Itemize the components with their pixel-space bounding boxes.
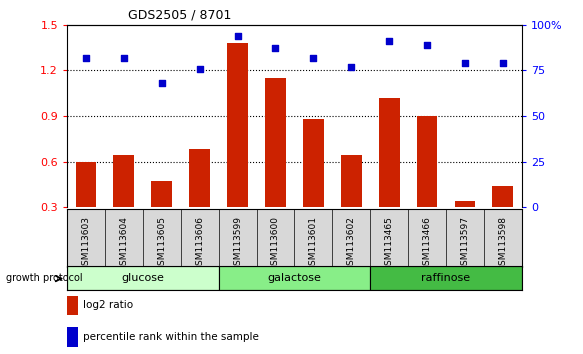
Bar bbox=[370, 266, 522, 290]
Text: GSM113603: GSM113603 bbox=[82, 216, 90, 271]
Bar bbox=[341, 155, 361, 207]
Bar bbox=[455, 201, 475, 207]
Bar bbox=[265, 78, 286, 207]
Text: GDS2505 / 8701: GDS2505 / 8701 bbox=[128, 9, 231, 22]
Bar bbox=[417, 116, 437, 207]
Point bbox=[119, 55, 128, 61]
Text: GSM113602: GSM113602 bbox=[347, 216, 356, 271]
Text: growth protocol: growth protocol bbox=[6, 273, 82, 283]
Text: GSM113605: GSM113605 bbox=[157, 216, 166, 271]
Bar bbox=[219, 266, 370, 290]
Text: GSM113604: GSM113604 bbox=[120, 216, 128, 271]
Point bbox=[346, 64, 356, 69]
Text: galactose: galactose bbox=[268, 273, 321, 283]
Text: GSM113601: GSM113601 bbox=[309, 216, 318, 271]
Bar bbox=[114, 155, 134, 207]
Point bbox=[157, 80, 167, 86]
Point bbox=[308, 55, 318, 61]
Bar bbox=[152, 181, 172, 207]
Point bbox=[233, 33, 243, 39]
Point bbox=[498, 60, 507, 66]
Point bbox=[460, 60, 469, 66]
Text: log2 ratio: log2 ratio bbox=[83, 300, 134, 310]
Point bbox=[385, 38, 394, 44]
Text: GSM113466: GSM113466 bbox=[423, 216, 431, 271]
Bar bbox=[67, 266, 219, 290]
Text: GSM113597: GSM113597 bbox=[461, 216, 469, 271]
Bar bbox=[227, 43, 248, 207]
Point bbox=[271, 46, 280, 51]
Bar bbox=[493, 186, 513, 207]
Text: glucose: glucose bbox=[121, 273, 164, 283]
Text: GSM113598: GSM113598 bbox=[498, 216, 507, 271]
Bar bbox=[76, 161, 96, 207]
Point bbox=[82, 55, 91, 61]
Bar bbox=[189, 149, 210, 207]
Point bbox=[422, 42, 431, 48]
Text: GSM113599: GSM113599 bbox=[233, 216, 242, 271]
Text: percentile rank within the sample: percentile rank within the sample bbox=[83, 332, 259, 342]
Text: GSM113465: GSM113465 bbox=[385, 216, 394, 271]
Bar bbox=[379, 98, 399, 207]
Text: GSM113600: GSM113600 bbox=[271, 216, 280, 271]
Text: raffinose: raffinose bbox=[422, 273, 470, 283]
Point bbox=[195, 66, 205, 72]
Text: GSM113606: GSM113606 bbox=[195, 216, 204, 271]
Bar bbox=[303, 119, 324, 207]
